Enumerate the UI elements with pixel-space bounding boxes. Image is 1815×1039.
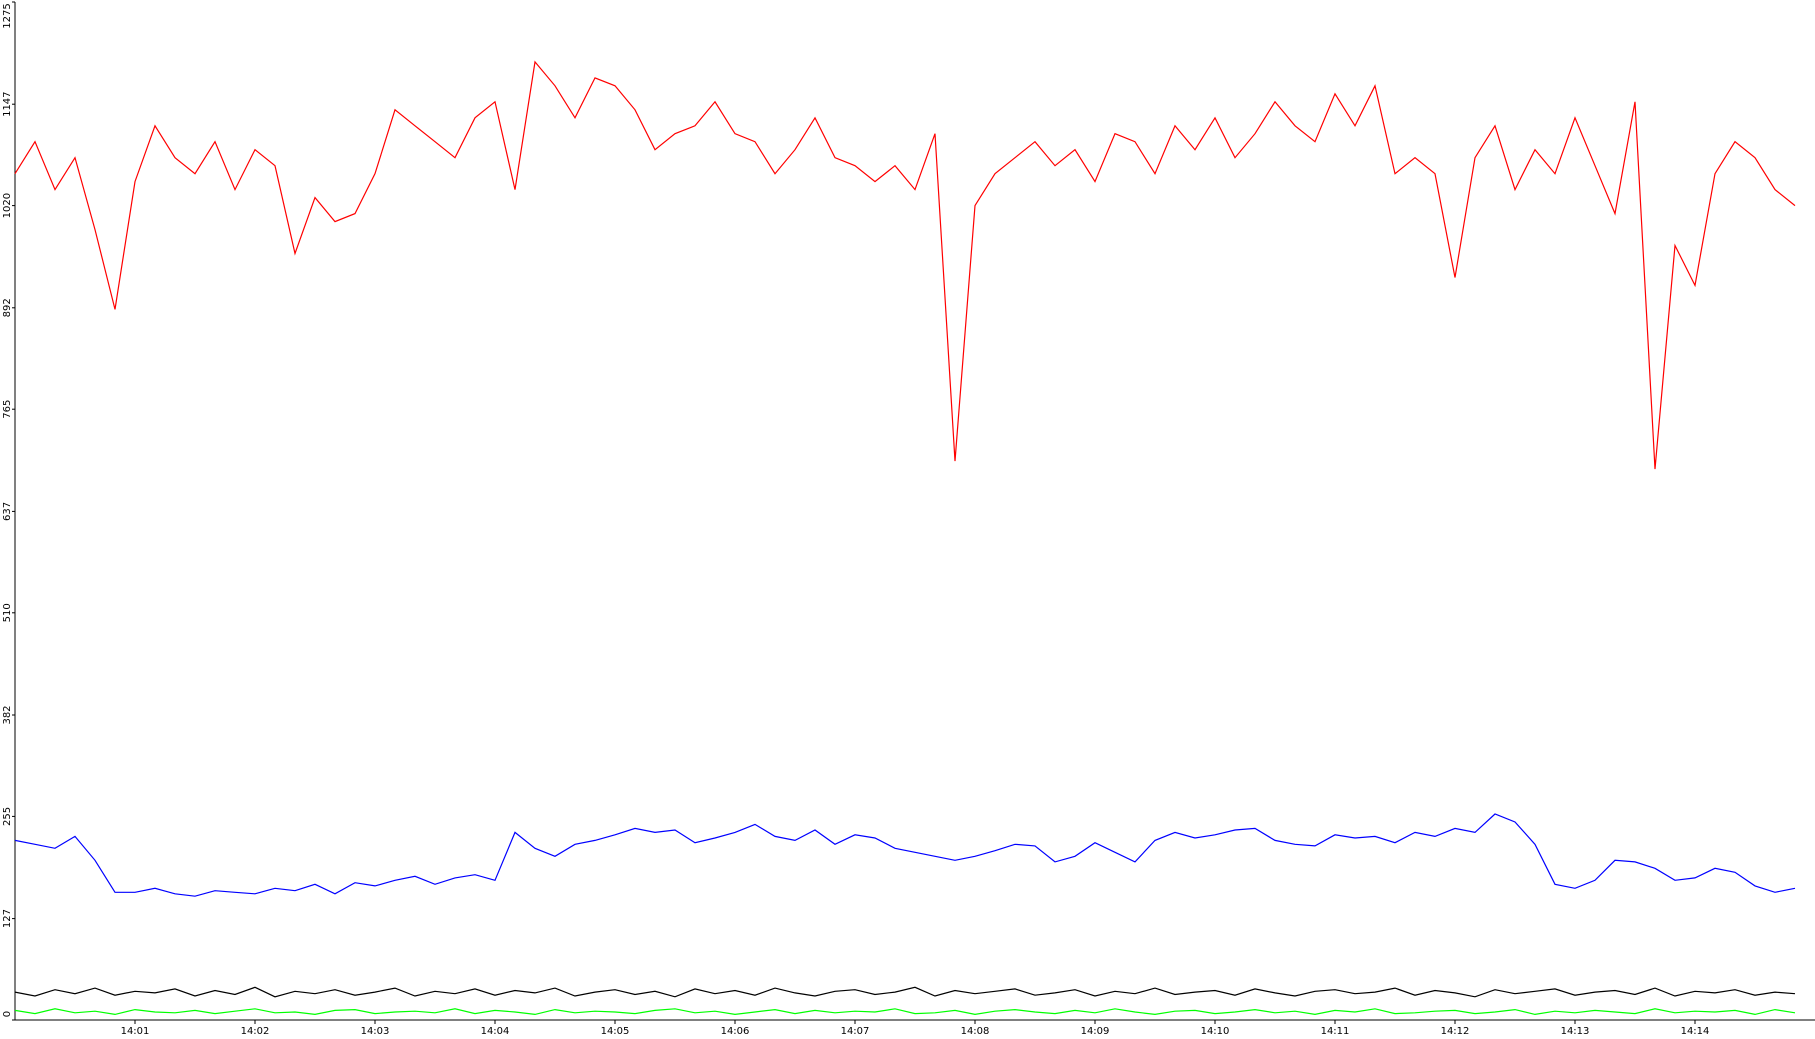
y-tick-label: 1147 xyxy=(2,91,13,116)
x-tick-label: 14:10 xyxy=(1201,1026,1230,1037)
x-tick-label: 14:07 xyxy=(841,1026,870,1037)
x-tick-label: 14:06 xyxy=(721,1026,750,1037)
x-tick-label: 14:13 xyxy=(1561,1026,1590,1037)
y-tick-label: 1275 xyxy=(2,3,13,28)
x-tick-label: 14:14 xyxy=(1681,1026,1710,1037)
series-line xyxy=(14,813,1796,897)
y-tick-label: 637 xyxy=(2,502,13,521)
x-tick-label: 14:12 xyxy=(1441,1026,1470,1037)
x-tick-label: 14:01 xyxy=(121,1026,150,1037)
y-tick-label: 0 xyxy=(2,1011,13,1017)
x-tick-label: 14:04 xyxy=(481,1026,510,1037)
y-tick-label: 1020 xyxy=(2,193,13,218)
x-tick-label: 14:02 xyxy=(241,1026,270,1037)
y-tick-label: 765 xyxy=(2,400,13,419)
x-tick-label: 14:05 xyxy=(601,1026,630,1037)
x-tick-label: 14:03 xyxy=(361,1026,390,1037)
x-tick-label: 14:08 xyxy=(961,1026,990,1037)
y-tick-label: 255 xyxy=(2,807,13,826)
series-line xyxy=(14,986,1796,998)
y-tick-label: 382 xyxy=(2,705,13,724)
x-tick-label: 14:09 xyxy=(1081,1026,1110,1037)
series-line xyxy=(14,60,1796,470)
x-tick-label: 14:11 xyxy=(1321,1026,1350,1037)
y-tick-label: 892 xyxy=(2,298,13,317)
series-line xyxy=(14,1008,1796,1016)
y-tick-label: 510 xyxy=(2,603,13,622)
y-tick-label: 127 xyxy=(2,909,13,928)
